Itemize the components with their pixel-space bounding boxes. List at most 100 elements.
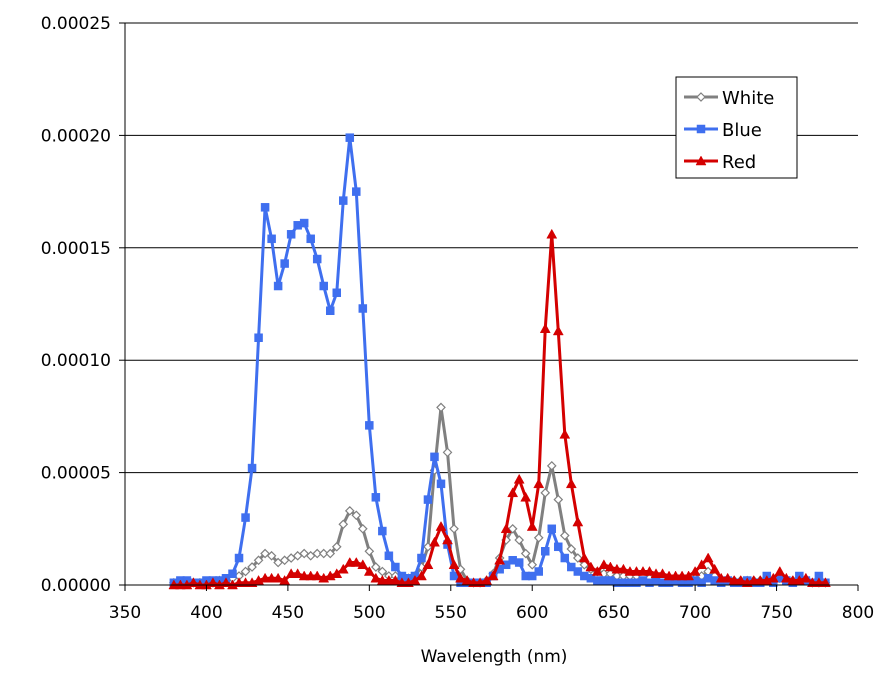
data-point-red <box>696 559 708 570</box>
data-point-white <box>507 523 518 534</box>
y-tick-label: 0.00005 <box>41 464 111 484</box>
data-point-blue <box>286 230 296 239</box>
data-point-red <box>416 570 427 581</box>
data-point-red <box>572 516 584 527</box>
x-tick-label: 750 <box>760 603 792 623</box>
data-point-white <box>514 535 525 545</box>
data-point-blue <box>299 218 309 228</box>
data-point-red <box>722 572 734 583</box>
data-point-red <box>533 478 545 489</box>
y-tick-label: 0.00015 <box>41 239 111 259</box>
data-point-blue <box>339 196 348 205</box>
data-point-blue <box>247 463 257 473</box>
data-point-red <box>422 559 434 570</box>
data-point-blue <box>319 281 328 291</box>
data-point-red <box>292 568 304 579</box>
data-point-blue <box>567 562 576 572</box>
y-tick-label: 0.00020 <box>41 126 111 146</box>
data-point-blue <box>430 452 439 462</box>
data-point-red <box>578 552 590 563</box>
x-tick-label: 600 <box>516 603 548 623</box>
data-point-white <box>553 494 564 505</box>
data-point-red <box>767 572 779 583</box>
data-point-red <box>604 561 616 572</box>
data-point-white <box>572 553 583 563</box>
data-point-blue <box>554 542 563 552</box>
x-tick-label: 450 <box>272 603 304 623</box>
legend-swatch-marker <box>695 155 707 166</box>
data-point-red <box>448 559 460 570</box>
data-point-blue <box>573 567 583 576</box>
legend-swatch-marker <box>696 124 706 134</box>
axes: 0.00000 0.00005 0.00010 0.00015 0.00020 0.000… <box>41 14 875 623</box>
data-point-red <box>429 536 440 547</box>
data-point-white <box>351 510 362 521</box>
y-tick-label: 0.00010 <box>41 351 111 371</box>
data-point-red <box>591 565 603 576</box>
data-point-white <box>338 519 349 530</box>
y-tick-label: 0.00025 <box>41 14 111 34</box>
data-point-white <box>247 562 257 572</box>
legend-label: White <box>722 88 774 109</box>
legend-label: Blue <box>722 120 762 141</box>
data-point-white <box>566 544 577 554</box>
data-point-blue <box>541 547 550 556</box>
data-point-red <box>774 565 786 576</box>
data-point-white <box>240 566 251 577</box>
x-tick-label: 500 <box>353 603 385 623</box>
data-point-white <box>520 548 531 559</box>
data-point-white <box>318 548 329 559</box>
x-tick-label: 800 <box>842 603 874 623</box>
data-point-blue <box>391 562 400 572</box>
data-point-blue <box>436 479 446 489</box>
data-point-blue <box>280 259 289 268</box>
data-point-white <box>540 487 551 498</box>
data-point-blue <box>273 281 283 291</box>
data-point-white <box>253 555 264 566</box>
data-point-red <box>357 559 369 570</box>
data-point-red <box>565 478 577 489</box>
y-tick-label: 0.00000 <box>41 576 111 596</box>
data-point-white <box>527 559 538 570</box>
data-point-red <box>539 323 551 333</box>
data-point-white <box>546 461 557 471</box>
data-point-blue <box>312 254 322 264</box>
data-point-blue <box>417 553 426 563</box>
data-point-blue <box>423 495 433 504</box>
data-point-red <box>272 572 284 583</box>
data-point-blue <box>378 526 387 536</box>
data-point-white <box>436 402 446 413</box>
legend-swatch-marker <box>696 92 706 102</box>
x-tick-label: 650 <box>597 603 629 623</box>
data-point-white <box>266 550 277 561</box>
data-point-white <box>449 523 459 534</box>
data-point-red <box>455 572 466 583</box>
data-point-red <box>559 428 571 439</box>
x-axis-title: Wavelength (nm) <box>421 647 568 667</box>
data-point-red <box>513 473 525 484</box>
data-point-blue <box>358 304 368 313</box>
data-point-white <box>325 548 336 559</box>
data-point-blue <box>527 571 537 581</box>
data-point-red <box>689 565 701 576</box>
data-point-white <box>357 523 368 534</box>
data-point-white <box>533 532 544 543</box>
data-point-red <box>507 487 519 498</box>
data-point-red <box>598 559 610 570</box>
legend: White Blue Red <box>675 76 798 179</box>
data-point-red <box>526 521 538 531</box>
data-point-blue <box>234 553 244 563</box>
data-point-red <box>585 561 597 572</box>
x-tick-label: 700 <box>679 603 711 623</box>
data-point-white <box>331 541 342 552</box>
data-point-red <box>337 563 349 574</box>
data-point-blue <box>332 288 342 298</box>
data-point-white <box>312 548 323 559</box>
data-point-blue <box>384 551 394 561</box>
data-point-blue <box>228 569 237 579</box>
data-point-red <box>520 491 532 502</box>
series-line-red <box>173 232 826 587</box>
data-point-red <box>363 565 375 576</box>
data-point-red <box>702 552 714 563</box>
data-point-red <box>494 554 506 565</box>
